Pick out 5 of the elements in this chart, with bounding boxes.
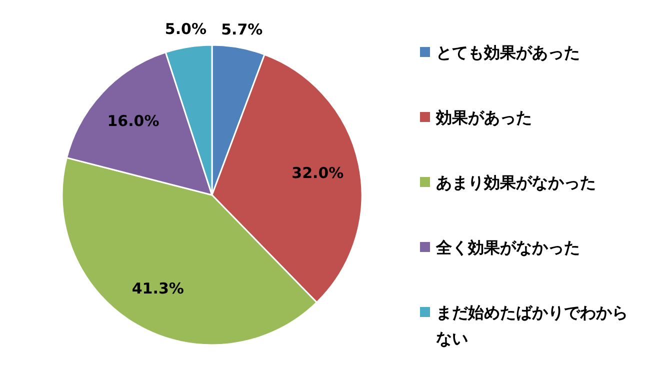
data-label: 41.3% [132,279,184,298]
data-label: 5.0% [164,20,207,38]
data-label: 32.0% [292,164,344,182]
data-label: 16.0% [107,112,160,130]
data-label: 5.7% [221,20,263,39]
